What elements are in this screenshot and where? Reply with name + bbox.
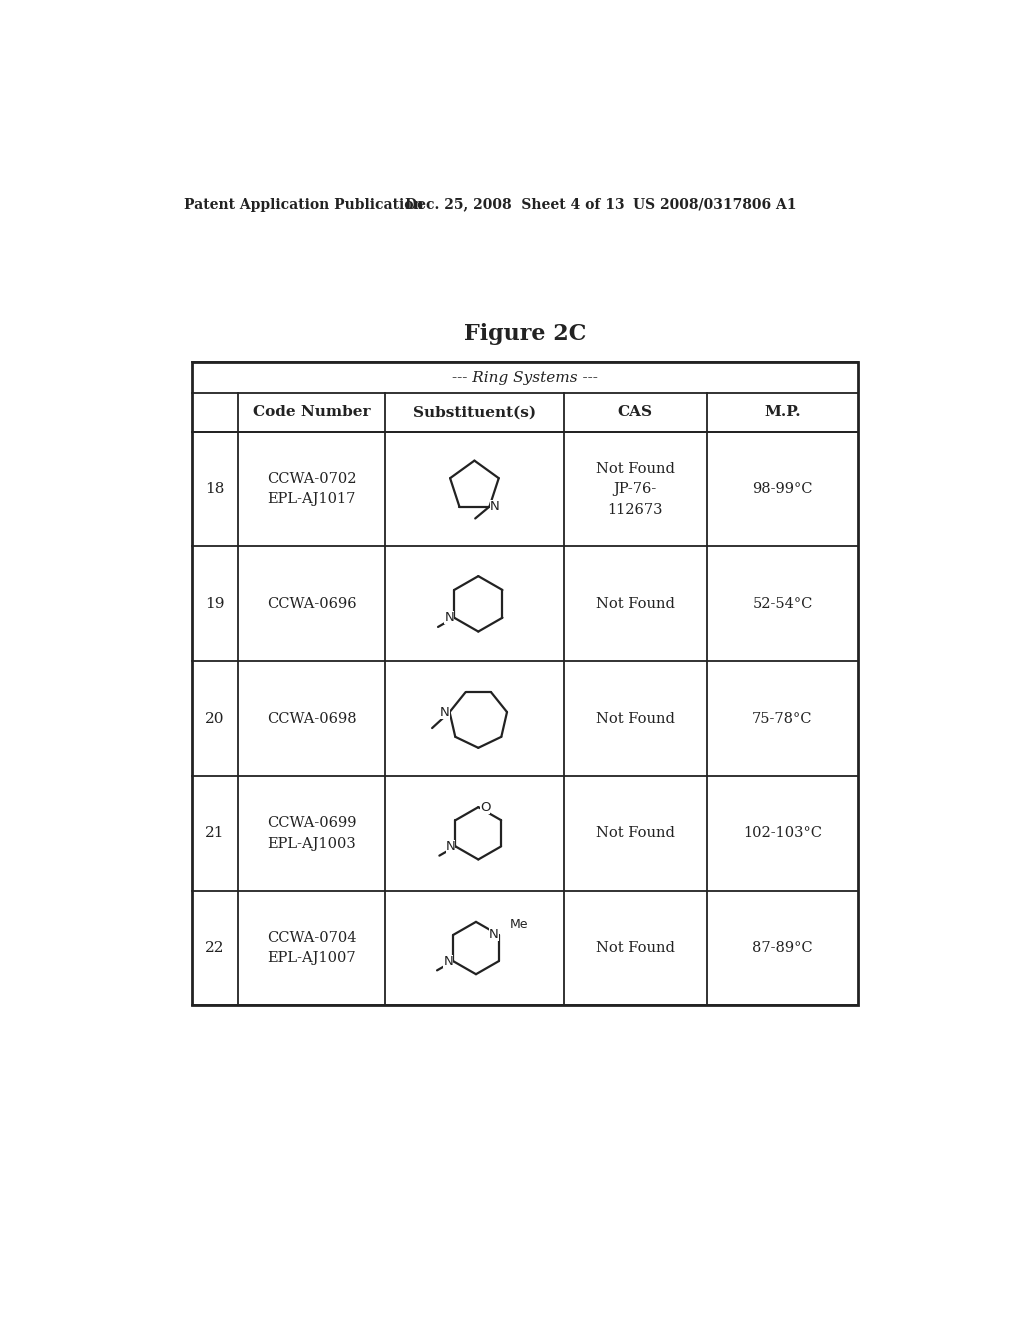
Text: 18: 18 xyxy=(205,482,224,496)
Text: N: N xyxy=(445,840,456,853)
Text: Not Found: Not Found xyxy=(596,826,675,841)
Text: Not Found: Not Found xyxy=(596,711,675,726)
Text: CCWA-0702
EPL-AJ1017: CCWA-0702 EPL-AJ1017 xyxy=(267,471,356,507)
Text: 98-99°C: 98-99°C xyxy=(753,482,813,496)
Text: N: N xyxy=(490,500,500,513)
Text: N: N xyxy=(444,611,454,624)
Text: CAS: CAS xyxy=(617,405,652,420)
Text: Not Found: Not Found xyxy=(596,597,675,611)
Text: --- Ring Systems ---: --- Ring Systems --- xyxy=(452,371,598,385)
Text: CCWA-0704
EPL-AJ1007: CCWA-0704 EPL-AJ1007 xyxy=(267,931,356,965)
Text: Code Number: Code Number xyxy=(253,405,371,420)
Text: Substituent(s): Substituent(s) xyxy=(413,405,536,420)
Text: N: N xyxy=(489,928,499,941)
Text: 20: 20 xyxy=(205,711,224,726)
Text: 75-78°C: 75-78°C xyxy=(753,711,813,726)
Text: Dec. 25, 2008  Sheet 4 of 13: Dec. 25, 2008 Sheet 4 of 13 xyxy=(406,198,625,211)
Text: 52-54°C: 52-54°C xyxy=(753,597,813,611)
Text: 87-89°C: 87-89°C xyxy=(753,941,813,956)
Text: 22: 22 xyxy=(205,941,224,956)
Text: US 2008/0317806 A1: US 2008/0317806 A1 xyxy=(633,198,797,211)
Text: Figure 2C: Figure 2C xyxy=(464,323,586,345)
Text: N: N xyxy=(440,706,450,718)
Text: Not Found
JP-76-
112673: Not Found JP-76- 112673 xyxy=(596,462,675,516)
Text: CCWA-0699
EPL-AJ1003: CCWA-0699 EPL-AJ1003 xyxy=(267,816,356,850)
Text: M.P.: M.P. xyxy=(764,405,801,420)
Text: Patent Application Publication: Patent Application Publication xyxy=(183,198,424,211)
Bar xyxy=(191,363,858,1006)
Text: CCWA-0696: CCWA-0696 xyxy=(267,597,356,611)
Text: O: O xyxy=(480,801,490,813)
Text: N: N xyxy=(443,954,454,968)
Text: Not Found: Not Found xyxy=(596,941,675,956)
Text: 102-103°C: 102-103°C xyxy=(743,826,822,841)
Text: Me: Me xyxy=(510,917,528,931)
Text: 21: 21 xyxy=(205,826,224,841)
Text: CCWA-0698: CCWA-0698 xyxy=(267,711,356,726)
Text: 19: 19 xyxy=(205,597,224,611)
